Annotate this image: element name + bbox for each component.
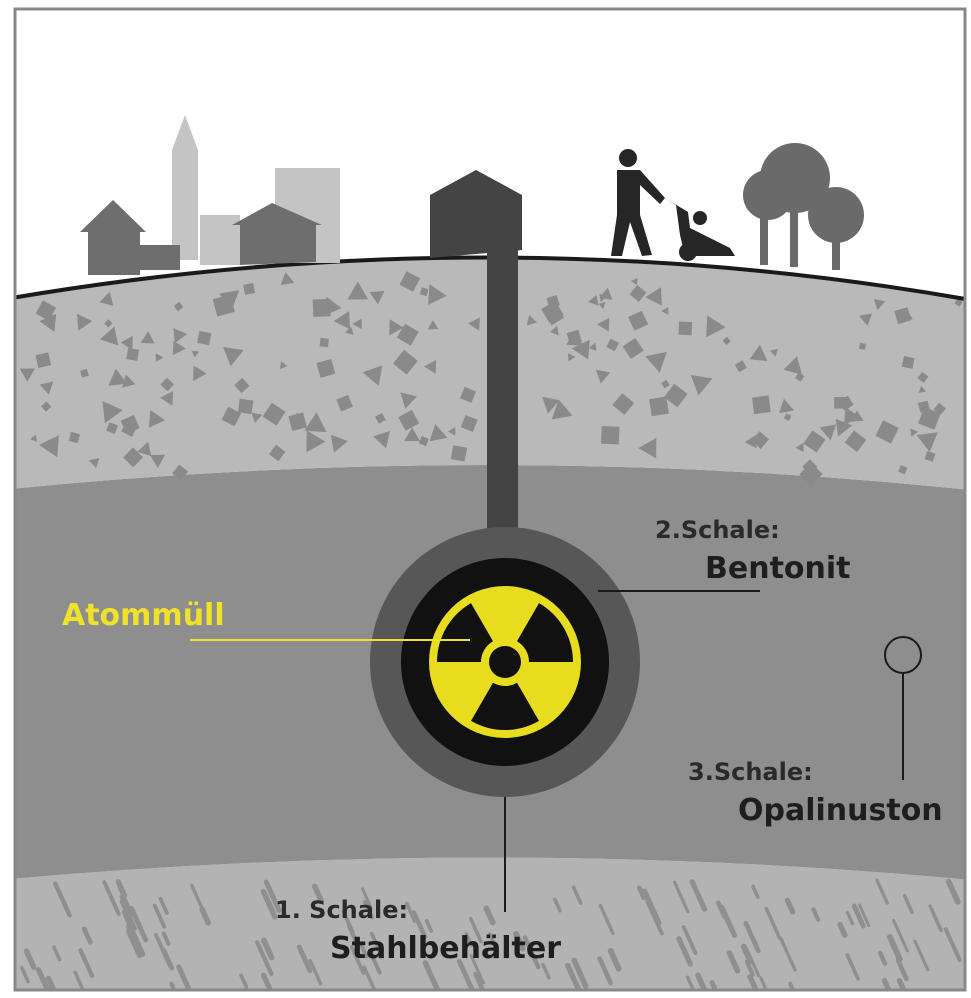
gravel-chip [126, 348, 139, 361]
gravel-chip [752, 395, 771, 414]
shell-1-number: 1. Schale: [275, 896, 408, 924]
shell-2-material: Bentonit [705, 551, 851, 586]
shell-3-material: Opalinuston [738, 793, 943, 828]
house [200, 215, 240, 265]
gravel-chip [451, 445, 467, 461]
gravel-chip [238, 399, 253, 414]
gravel-chip [313, 299, 331, 317]
bottom-layer [0, 858, 971, 998]
shaft [487, 250, 518, 550]
house [140, 245, 180, 270]
shell-2-number: 2.Schale: [655, 516, 780, 544]
gravel-chip [649, 397, 669, 417]
shell-1-material: Stahlbehälter [330, 931, 561, 966]
trefoil-center [489, 646, 521, 678]
repository-diagram: Atommüll 2.Schale: Bentonit 3.Schale: Op… [0, 0, 971, 998]
waste-label: Atommüll [62, 598, 225, 633]
gravel-chip [601, 426, 620, 444]
shell-3-number: 3.Schale: [688, 758, 813, 786]
gravel-chip [902, 356, 915, 369]
gravel-chip [834, 397, 846, 409]
gravel-chip [243, 283, 255, 295]
gravel-chip [859, 343, 866, 350]
gravel-chip [197, 331, 211, 345]
gravel-layer [0, 258, 971, 491]
gravel-chip [320, 338, 329, 347]
gravel-chip [679, 322, 693, 336]
